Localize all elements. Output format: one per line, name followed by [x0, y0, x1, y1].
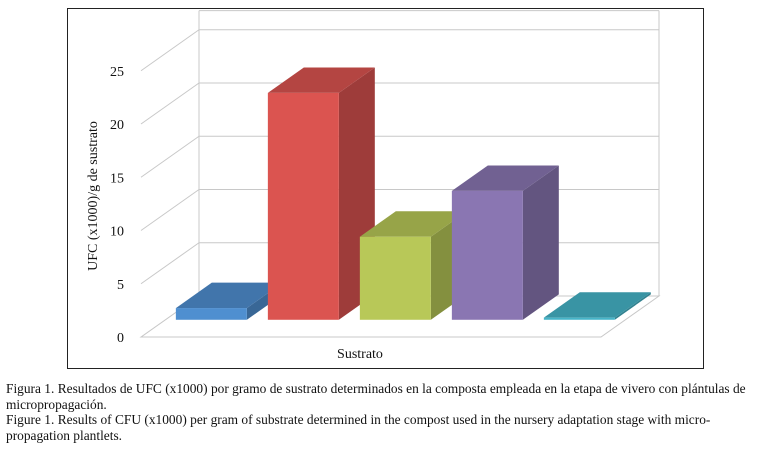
bar-top: [451, 165, 559, 191]
left-wall: [141, 10, 199, 338]
gridline-diagonal: [140, 29, 200, 72]
bar-top: [267, 67, 375, 93]
bar-top: [359, 211, 467, 237]
bar-front: [175, 308, 247, 320]
bar-front: [543, 317, 615, 320]
gridline-diagonal: [140, 135, 200, 178]
bar: [543, 292, 651, 320]
y-axis-ticks: 0 5 10 15 20 25: [110, 65, 124, 346]
bar-top: [175, 282, 283, 309]
gridline-diagonal: [140, 82, 200, 125]
bar-chart: 0 5 10 15 20 25 UFC (x1000)/g de sustrato Sus…: [86, 10, 661, 362]
y-tick-label: 20: [110, 118, 124, 133]
bar-front: [359, 236, 431, 320]
y-tick-label: 25: [110, 65, 124, 80]
x-axis-label: Sustrato: [337, 347, 383, 362]
bar-top: [543, 292, 651, 318]
caption-english: Figure 1. Results of CFU (x1000) per gra…: [6, 412, 711, 443]
y-axis-label: UFC (x1000)/g de sustrato: [86, 121, 101, 271]
y-tick-label: 0: [117, 331, 124, 346]
chart-frame: 0 5 10 15 20 25 UFC (x1000)/g de sustrato Sus…: [67, 8, 704, 369]
bar-front: [267, 92, 339, 320]
gridline-diagonal: [140, 242, 200, 285]
y-tick-label: 15: [110, 171, 124, 186]
bar: [451, 165, 559, 320]
y-tick-label: 10: [110, 225, 124, 240]
bar: [359, 211, 467, 320]
gridline-diagonal: [140, 189, 200, 231]
bars: [175, 67, 651, 320]
y-tick-label: 5: [117, 278, 124, 293]
figure-caption: Figura 1. Resultados de UFC (x1000) por …: [6, 381, 768, 443]
caption-spanish: Figura 1. Resultados de UFC (x1000) por …: [6, 381, 746, 412]
bar-front: [451, 190, 523, 320]
bar-side: [614, 292, 651, 320]
bar-side: [522, 165, 559, 320]
bar: [267, 67, 375, 320]
